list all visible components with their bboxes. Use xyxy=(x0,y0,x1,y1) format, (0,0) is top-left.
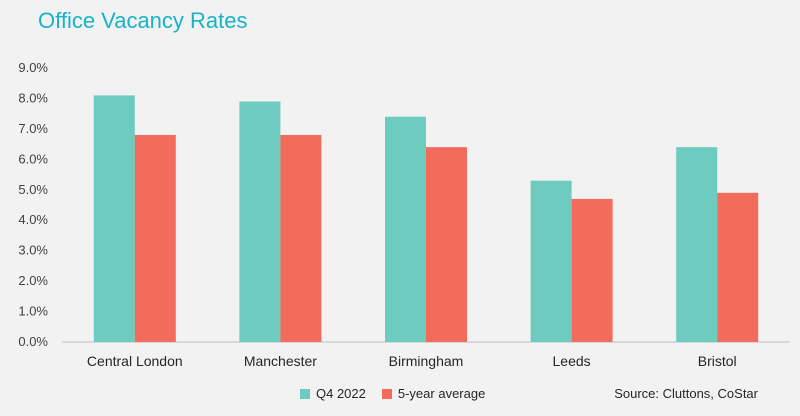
bar-birmingham-5-year-average xyxy=(426,147,467,342)
x-tick-label-central-london: Central London xyxy=(87,353,183,369)
bar-bristol-5-year-average xyxy=(717,192,759,342)
y-tick-label: 0.0% xyxy=(18,334,48,349)
legend-item-5-year-average: 5-year average xyxy=(381,386,486,401)
y-tick-label: 5.0% xyxy=(18,182,48,197)
legend-label-5-year-average: 5-year average xyxy=(397,386,486,401)
bar-bristol-q4-2022 xyxy=(676,147,718,342)
x-tick-label-manchester: Manchester xyxy=(244,353,317,369)
x-tick-label-birmingham: Birmingham xyxy=(389,353,464,369)
bar-central-london-5-year-average xyxy=(134,134,176,342)
y-tick-label: 1.0% xyxy=(18,304,48,319)
bar-birmingham-q4-2022 xyxy=(385,116,426,342)
y-tick-label: 3.0% xyxy=(18,243,48,258)
bar-leeds-5-year-average xyxy=(571,198,613,342)
x-tick-label-bristol: Bristol xyxy=(698,353,737,369)
legend-item-q4-2022: Q4 2022 xyxy=(300,386,366,401)
chart-title: Office Vacancy Rates xyxy=(38,8,248,33)
y-tick-label: 2.0% xyxy=(18,273,48,288)
y-tick-label: 7.0% xyxy=(18,121,48,136)
y-tick-label: 9.0% xyxy=(18,60,48,75)
bar-manchester-5-year-average xyxy=(280,134,322,342)
bar-central-london-q4-2022 xyxy=(93,95,135,343)
legend-swatch-q4-2022 xyxy=(300,388,310,399)
x-tick-label-leeds: Leeds xyxy=(553,353,591,369)
legend-swatch-5-year-average xyxy=(381,388,392,399)
legend-label-q4-2022: Q4 2022 xyxy=(316,386,366,401)
bar-manchester-q4-2022 xyxy=(239,101,281,342)
bar-leeds-q4-2022 xyxy=(530,180,572,342)
y-tick-label: 8.0% xyxy=(18,90,48,105)
y-tick-label: 6.0% xyxy=(18,151,48,166)
source-note: Source: Cluttons, CoStar xyxy=(614,386,758,401)
y-tick-label: 4.0% xyxy=(18,212,48,227)
legend: Q4 2022 5-year average xyxy=(300,386,485,401)
